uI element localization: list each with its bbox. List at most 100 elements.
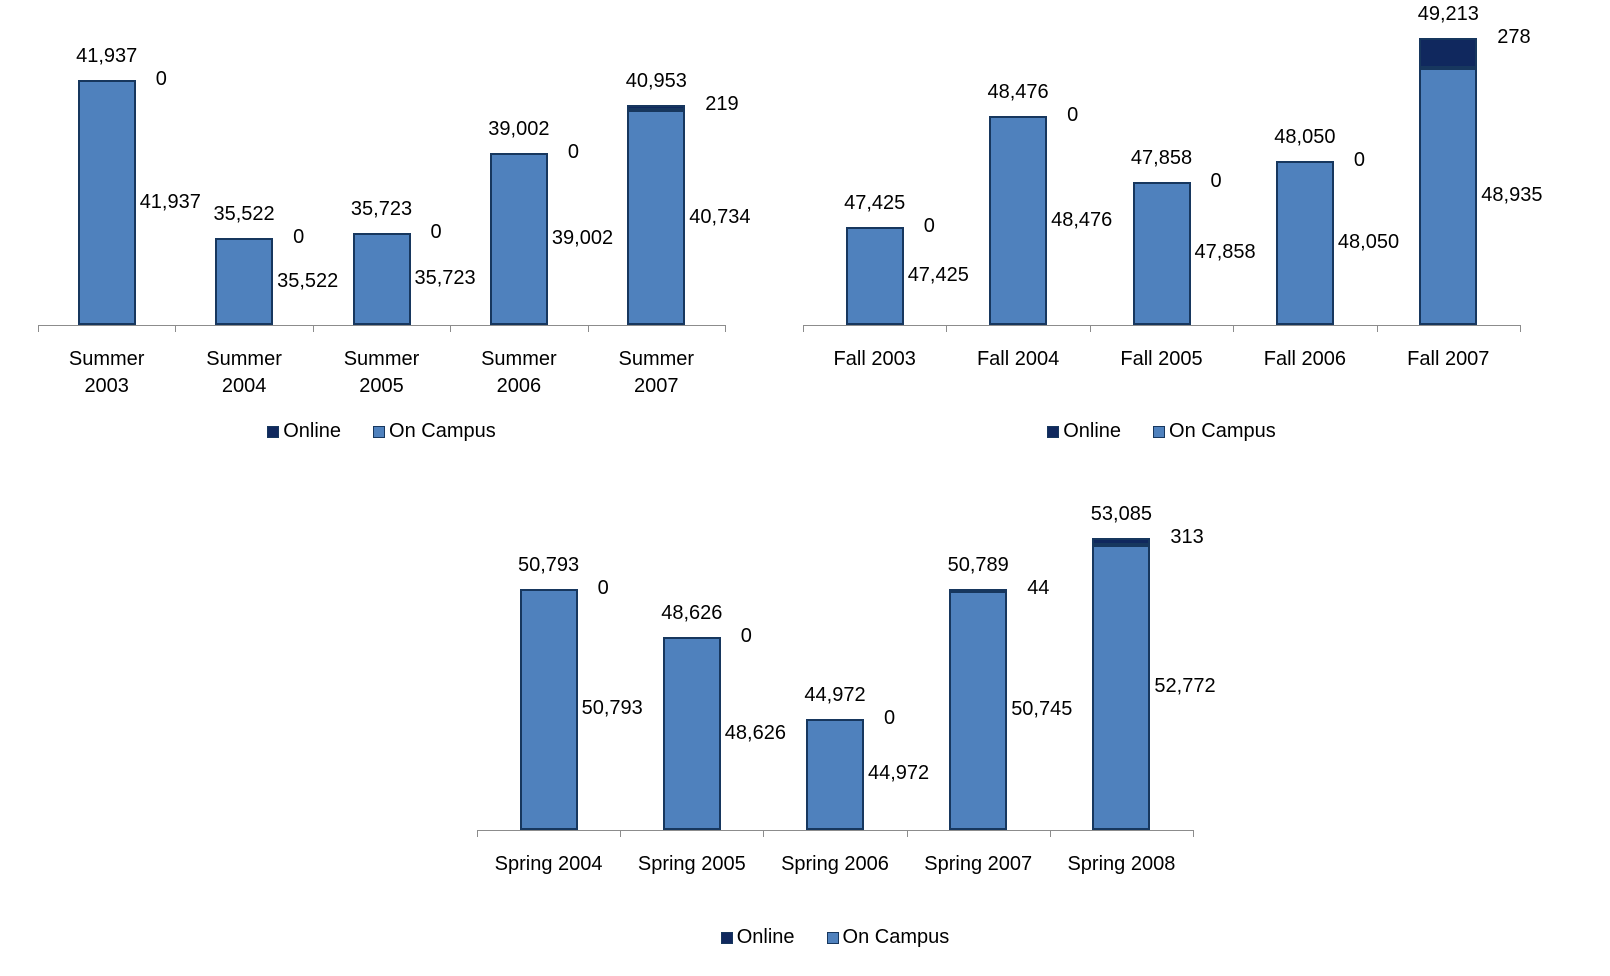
on-campus-label: 48,476 — [1051, 208, 1113, 231]
online-label: 0 — [1067, 104, 1079, 127]
legend-swatch — [267, 425, 280, 438]
total-label: 49,213 — [1417, 3, 1479, 26]
x-tick — [763, 830, 765, 837]
total-label: 39,002 — [488, 117, 550, 140]
legend-item: On Campus — [1153, 420, 1276, 443]
legend-item: On Campus — [373, 420, 496, 443]
x-tick-label: Fall 2006 — [1263, 348, 1347, 370]
legend-item: Online — [267, 420, 341, 443]
x-tick-label: Spring 2008 — [1067, 853, 1176, 875]
online-label: 0 — [1353, 149, 1366, 172]
legend-label: On Campus — [1169, 420, 1276, 442]
on-campus-label: 35,522 — [277, 269, 339, 292]
on-campus-label: 39,002 — [551, 226, 614, 249]
x-tick — [1193, 830, 1194, 837]
x-tick-label: Spring 2006 — [781, 853, 889, 875]
x-tick — [946, 325, 948, 332]
on-campus-label: 41,937 — [139, 190, 201, 213]
x-tick — [450, 325, 452, 332]
bar-on-campus — [806, 718, 864, 830]
total-label: 40,953 — [625, 69, 687, 92]
legend-label: Online — [736, 926, 795, 948]
x-tick-label: Fall 2003 — [833, 348, 916, 370]
bar-online — [1092, 537, 1151, 545]
x-axis — [803, 325, 1520, 326]
x-tick — [587, 325, 589, 332]
x-tick — [477, 830, 478, 837]
bar-on-campus — [1132, 181, 1191, 325]
total-label: 50,793 — [518, 553, 580, 576]
online-label: 0 — [597, 576, 609, 599]
x-tick-label: Summer 2007 — [618, 348, 695, 397]
x-tick — [1376, 325, 1378, 332]
bar-on-campus — [1419, 67, 1478, 325]
legend-swatch — [373, 425, 386, 438]
online-label: 0 — [1210, 169, 1222, 192]
x-tick — [175, 325, 177, 332]
legend: Online On Campus — [535, 926, 1135, 949]
legend: Online On Campus — [82, 420, 682, 443]
x-tick-label: Summer 2004 — [206, 348, 282, 397]
bar-on-campus — [489, 152, 548, 325]
x-tick — [1089, 325, 1091, 332]
total-label: 47,425 — [844, 192, 906, 215]
online-label: 219 — [705, 92, 739, 115]
x-tick-label: Summer 2005 — [343, 348, 420, 397]
online-label: 313 — [1170, 525, 1204, 548]
legend-swatch — [1047, 425, 1060, 438]
bar-online — [1419, 38, 1478, 68]
bar-on-campus — [989, 116, 1048, 325]
online-label: 0 — [923, 215, 935, 238]
x-tick — [620, 830, 622, 837]
legend-swatch — [826, 931, 839, 944]
x-tick — [1233, 325, 1235, 332]
on-campus-label: 35,723 — [414, 267, 476, 290]
on-campus-label: 48,050 — [1337, 231, 1400, 254]
total-label: 48,476 — [987, 81, 1049, 104]
online-label: 0 — [740, 625, 752, 648]
x-tick-label: Spring 2005 — [637, 853, 746, 875]
legend-swatch — [720, 931, 733, 944]
on-campus-label: 40,734 — [689, 205, 751, 228]
bar-on-campus — [215, 238, 274, 325]
legend-label: Online — [1063, 420, 1122, 442]
bar-on-campus — [1275, 161, 1334, 325]
on-campus-label: 50,745 — [1011, 698, 1073, 720]
x-tick-label: Fall 2005 — [1120, 348, 1203, 370]
on-campus-label: 48,935 — [1481, 184, 1543, 207]
x-tick-label: Summer 2006 — [481, 348, 557, 397]
total-label: 50,789 — [947, 554, 1009, 577]
on-campus-label: 44,972 — [868, 762, 930, 785]
x-tick-label: Summer 2003 — [68, 348, 145, 397]
online-label: 0 — [567, 140, 580, 163]
online-label: 0 — [430, 221, 442, 244]
x-tick-label: Fall 2004 — [976, 348, 1060, 370]
bar-on-campus — [627, 110, 686, 325]
legend-item: Online — [1047, 420, 1121, 443]
total-label: 35,522 — [213, 203, 275, 226]
x-axis — [477, 830, 1193, 831]
x-tick — [1049, 830, 1051, 837]
x-tick-label: Spring 2007 — [924, 853, 1033, 875]
bar-on-campus — [662, 637, 721, 830]
bar-on-campus — [352, 233, 411, 325]
on-campus-label: 50,793 — [581, 697, 643, 720]
total-label: 35,723 — [350, 198, 413, 221]
bar-on-campus — [845, 227, 904, 325]
bar-online — [627, 104, 686, 110]
x-tick — [38, 325, 39, 332]
on-campus-label: 47,858 — [1194, 241, 1256, 264]
on-campus-label: 48,626 — [724, 721, 786, 744]
legend: Online On Campus — [862, 420, 1462, 443]
x-tick — [312, 325, 314, 332]
legend-label: Online — [283, 420, 342, 442]
x-tick — [1520, 325, 1521, 332]
bar-online — [949, 589, 1008, 594]
total-label: 44,972 — [804, 683, 866, 706]
legend-label: On Campus — [842, 926, 950, 948]
bar-on-campus — [949, 590, 1008, 830]
total-label: 48,050 — [1274, 126, 1336, 149]
bar-on-campus — [1092, 544, 1151, 830]
total-label: 47,858 — [1130, 146, 1193, 169]
